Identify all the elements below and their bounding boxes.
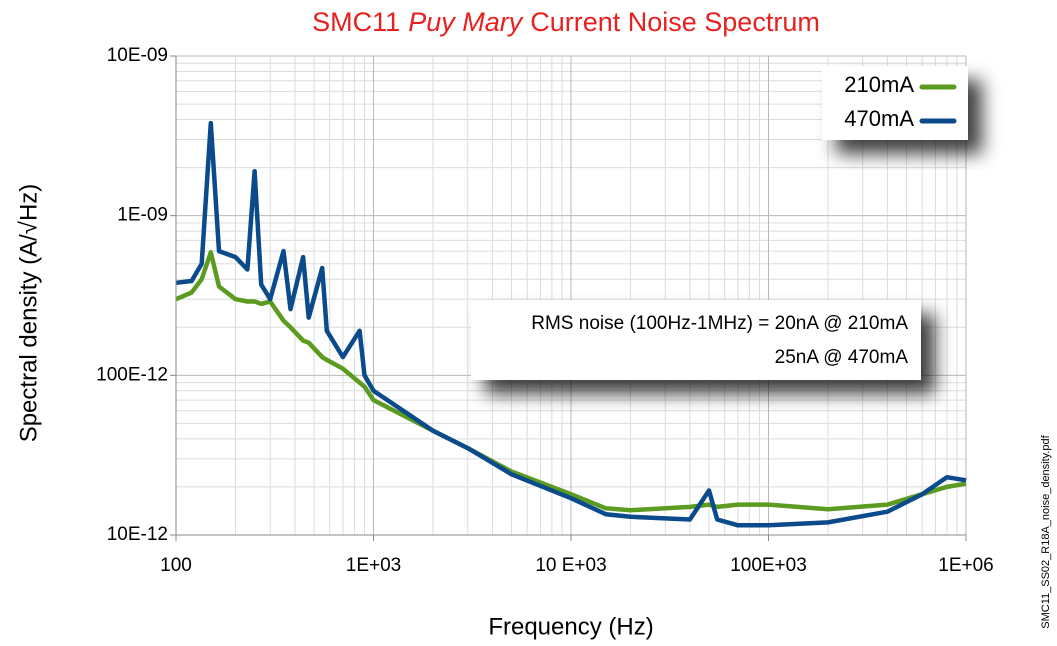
series-line [175,120,967,528]
y-tick-label: 10E-09 [107,45,168,66]
y-tick-label: 1E-09 [117,205,168,226]
annotation-box: RMS noise (100Hz-1MHz) = 20nA @ 210mA 25… [471,300,921,380]
legend-label: 210mA [844,72,914,97]
annotation-background [471,300,921,380]
title-part: SMC11 [312,7,400,37]
x-tick-label: 1E+03 [346,555,401,576]
series-line [175,250,967,513]
x-tick-label: 100 [160,555,192,576]
legend-background [822,66,968,140]
legend-label: 470mA [844,106,914,131]
annotation: 25nA @ 470mA [775,347,909,368]
annotation: RMS noise (100Hz-1MHz) = 20nA @ 210mA [531,313,908,334]
title-part: Current Noise Spectrum [530,7,820,37]
title-part: Puy Mary [408,7,524,37]
lines [175,120,967,528]
legend: 210mA 470mA [822,66,968,140]
ticks: 100 1E+03 10 E+03 100E+03 1E+06 10E-12 100E-12… [96,45,994,576]
x-tick-label: 1E+06 [938,555,993,576]
side-label: SMC11_SS02_R18A_noise_density.pdf [1040,434,1052,628]
y-tick-label: 100E-12 [96,364,168,385]
x-tick-label: 100E+03 [730,555,807,576]
chart-title: SMC11 Puy Mary Current Noise Spectrum [312,7,820,37]
y-tick-label: 10E-12 [107,524,168,545]
x-axis-label: Frequency (Hz) [488,613,653,640]
y-axis-label: Spectral density (A/√Hz) [15,184,42,443]
x-tick-label: 10 E+03 [535,555,606,576]
